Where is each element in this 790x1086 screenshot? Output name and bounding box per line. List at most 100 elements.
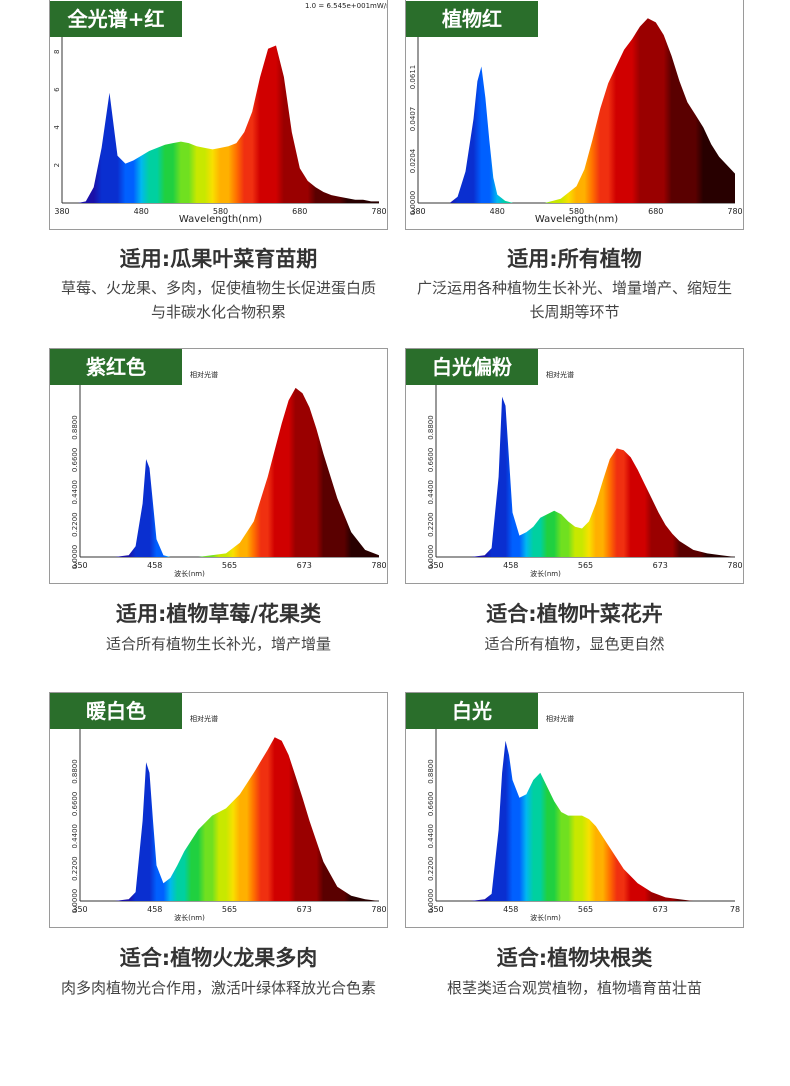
usage-title: 适用:瓜果叶菜育苗期 — [119, 247, 318, 271]
usage-title: 适合:植物火龙果多肉 — [119, 946, 318, 970]
spectrum-panel-5: 白光 350 458 565 673 78 0.0000 0.2200 0.4400 0.660… — [405, 692, 744, 928]
y-tick-label: 0.0407 — [409, 107, 417, 132]
x-tick-label: 350 — [72, 561, 87, 570]
spectrum-area — [80, 737, 379, 901]
product-tag: 紫红色 — [50, 349, 182, 385]
chart-note: 相对光谱 — [546, 370, 574, 379]
y-tick-label: 0.0204 — [409, 148, 417, 173]
y-tick-label: 2 — [53, 163, 61, 167]
spectrum-chart-1: 380 480 580 680 780 0.0000 0.0204 0.0407 0.0611 W… — [409, 10, 743, 225]
y-tick-label: 0.2200 — [71, 512, 79, 537]
x-tick-label: 565 — [578, 905, 593, 914]
x-tick-label: 480 — [134, 207, 149, 216]
spectrum-panel-2: 紫红色 350 458 565 673 780 0.0000 0.2200 0.4400 0.6… — [49, 348, 388, 584]
x-tick-label: 458 — [503, 561, 518, 570]
y-tick-label: 4 — [53, 125, 61, 130]
y-tick-label: 0.0611 — [409, 65, 417, 90]
spectrum-area — [62, 45, 379, 203]
usage-description: 肉多肉植物光合作用，激活叶绿体释放光合色素 — [60, 979, 376, 997]
spectrum-panel-1: 植物红 380 480 580 680 780 0.0000 0.0204 0.0407 0.0… — [405, 0, 744, 230]
y-tick-label: 0.6600 — [71, 792, 79, 817]
x-tick-label: 480 — [490, 207, 505, 216]
spectrum-area — [80, 387, 379, 557]
x-tick-label: 580 — [569, 207, 584, 216]
x-axis-label: 波长(nm) — [530, 913, 561, 922]
usage-title: 适用:所有植物 — [507, 247, 642, 271]
chart-note: 1.0 = 6.545e+001mW/nm — [305, 2, 387, 10]
x-tick-label: 350 — [72, 905, 87, 914]
y-tick-label: 0.0000 — [71, 889, 79, 914]
spectrum-area — [418, 18, 735, 204]
y-tick-label: 8 — [53, 50, 61, 54]
y-tick-label: 0.0000 — [409, 191, 417, 216]
product-tag: 全光谱+红 — [50, 1, 182, 37]
product-tag: 暖白色 — [50, 693, 182, 729]
y-tick-label: 0.8800 — [71, 759, 79, 784]
x-tick-label: 673 — [297, 561, 312, 570]
spectrum-panel-3: 白光偏粉 350 458 565 673 780 0.0000 0.2200 0.4400 0.… — [405, 348, 744, 584]
y-tick-label: 0.2200 — [71, 856, 79, 881]
x-tick-label: 780 — [371, 207, 386, 216]
x-tick-label: 350 — [428, 561, 443, 570]
y-tick-label: 0.8800 — [427, 759, 435, 784]
chart-note: 相对光谱 — [190, 370, 218, 379]
x-tick-label: 565 — [578, 561, 593, 570]
x-tick-label: 780 — [371, 905, 386, 914]
x-axis-label: Wavelength(nm) — [535, 214, 618, 225]
x-tick-label: 580 — [213, 207, 228, 216]
x-tick-label: 380 — [54, 207, 69, 216]
spectrum-area — [436, 396, 735, 557]
x-axis-label: Wavelength(nm) — [179, 214, 262, 225]
x-tick-label: 565 — [222, 561, 237, 570]
chart-note: 相对光谱 — [190, 714, 218, 723]
y-tick-label: 0.6600 — [427, 448, 435, 473]
y-tick-label: 0.4400 — [427, 480, 435, 505]
spectrum-area — [436, 740, 735, 901]
product-tag: 白光偏粉 — [406, 349, 538, 385]
y-tick-label: 0.8800 — [427, 415, 435, 440]
x-tick-label: 565 — [222, 905, 237, 914]
product-tag: 植物红 — [406, 1, 538, 37]
x-tick-label: 350 — [428, 905, 443, 914]
usage-description: 适合所有植物生长补光，增产增量 — [105, 635, 331, 653]
y-tick-label: 0.4400 — [427, 824, 435, 849]
y-tick-label: 0.2200 — [427, 512, 435, 537]
spectrum-panel-4: 暖白色 350 458 565 673 780 0.0000 0.2200 0.4400 0.6… — [49, 692, 388, 928]
usage-title: 适合:植物叶菜花卉 — [486, 602, 663, 626]
usage-description: 根茎类适合观赏植物，植物墙育苗壮苗 — [446, 979, 702, 997]
y-tick-label: 0.2200 — [427, 856, 435, 881]
x-tick-label: 673 — [653, 905, 668, 914]
x-tick-label: 780 — [727, 207, 742, 216]
spectrum-chart-2: 350 458 565 673 780 0.0000 0.2200 0.4400 0.6600 0… — [71, 370, 387, 578]
usage-title: 适合:植物块根类 — [496, 946, 653, 970]
x-tick-label: 680 — [648, 207, 663, 216]
spectrum-chart-4: 350 458 565 673 780 0.0000 0.2200 0.4400 0.6600 0… — [71, 714, 387, 922]
product-tag: 白光 — [406, 693, 538, 729]
y-tick-label: 0.4400 — [71, 824, 79, 849]
usage-description: 广泛运用各种植物生长补光、增量增产、缩短生长周期等环节 — [416, 279, 732, 321]
y-tick-label: 0.4400 — [71, 480, 79, 505]
x-axis-label: 波长(nm) — [174, 569, 205, 578]
x-tick-label: 458 — [147, 561, 162, 570]
x-axis-label: 波长(nm) — [174, 913, 205, 922]
x-tick-label: 458 — [503, 905, 518, 914]
x-tick-label: 780 — [727, 561, 742, 570]
y-tick-label: 0.0000 — [427, 545, 435, 570]
x-tick-label: 458 — [147, 905, 162, 914]
y-tick-label: 0.6600 — [71, 448, 79, 473]
x-axis-label: 波长(nm) — [530, 569, 561, 578]
spectrum-chart-0: 38048058068078024680Wavelength(nm)1.0 = … — [53, 2, 387, 225]
y-tick-label: 0.0000 — [71, 545, 79, 570]
y-tick-label: 0.0000 — [427, 889, 435, 914]
y-tick-label: 0.6600 — [427, 792, 435, 817]
usage-description: 适合所有植物，显色更自然 — [484, 635, 665, 653]
y-tick-label: 6 — [53, 87, 61, 92]
spectrum-panel-0: 全光谱+红 38048058068078024680Wavelength(nm)… — [49, 0, 388, 230]
x-tick-label: 380 — [410, 207, 425, 216]
spectrum-chart-3: 350 458 565 673 780 0.0000 0.2200 0.4400 0.6600 0… — [427, 370, 743, 578]
x-tick-label: 680 — [292, 207, 307, 216]
x-tick-label: 673 — [297, 905, 312, 914]
y-tick-label: 0.8800 — [71, 415, 79, 440]
spectrum-chart-5: 350 458 565 673 78 0.0000 0.2200 0.4400 0.6600 0.… — [427, 714, 740, 922]
x-tick-label: 673 — [653, 561, 668, 570]
